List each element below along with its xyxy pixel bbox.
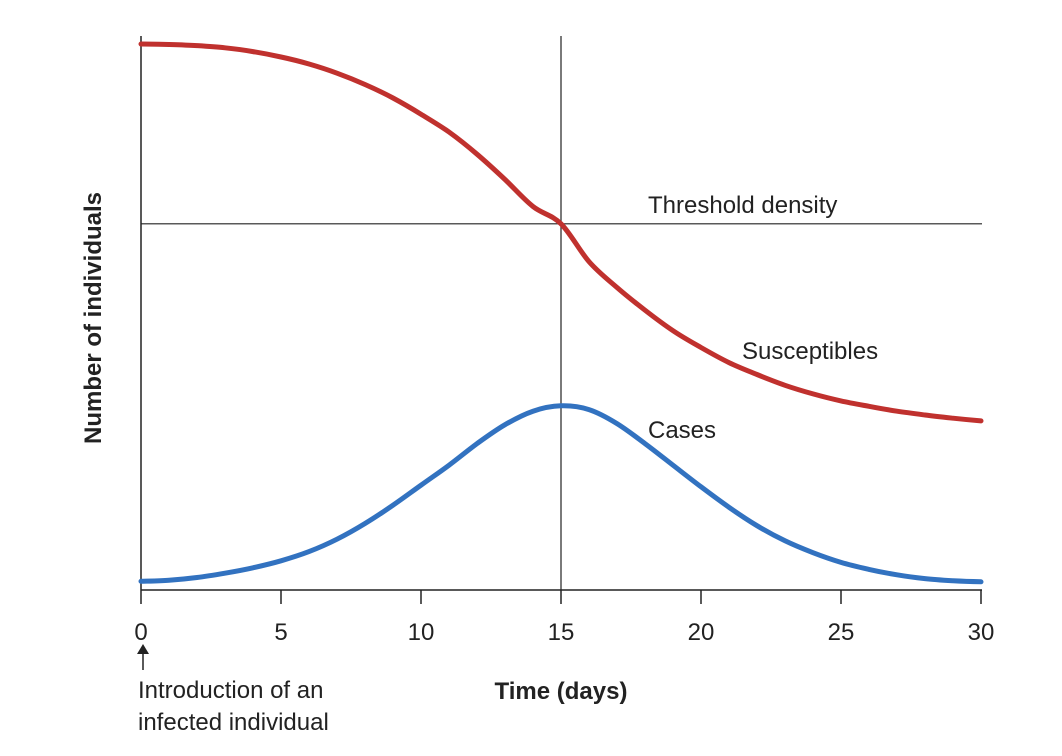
intro-arrow-head (137, 644, 149, 654)
x-tick-label: 25 (828, 619, 855, 646)
x-axis-ticks: 0 5 10 15 20 25 30 (134, 590, 994, 646)
x-tick-label: 20 (688, 619, 715, 646)
y-axis-title: Number of individuals (80, 192, 107, 444)
cases-label: Cases (648, 417, 716, 444)
series-line-cases (138, 403, 984, 585)
intro-label-line2: infected individual (138, 709, 329, 736)
series-layer (138, 41, 984, 585)
series-line-susceptibles (138, 41, 984, 424)
x-tick-label: 10 (408, 619, 435, 646)
x-tick-label: 15 (548, 619, 575, 646)
x-tick-label: 30 (968, 619, 995, 646)
susceptibles-label: Susceptibles (742, 338, 878, 365)
x-tick-label: 5 (274, 619, 287, 646)
intro-label-line1: Introduction of an (138, 677, 323, 704)
x-axis-title: Time (days) (495, 678, 628, 705)
threshold-label: Threshold density (648, 192, 837, 219)
x-tick-label: 0 (134, 619, 147, 646)
